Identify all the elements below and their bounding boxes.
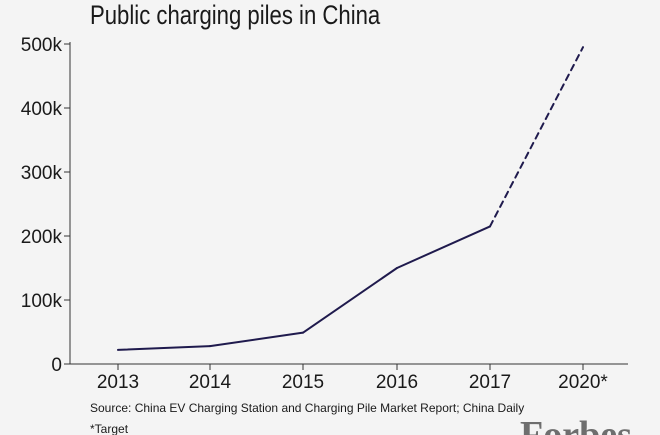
y-tick-label: 200k [21,227,63,248]
series-segment [302,267,398,334]
chart-title: Public charging piles in China [90,1,380,31]
series-segment [117,345,211,351]
x-tick-label: 2016 [376,372,418,393]
y-tick-label: 300k [21,163,63,184]
target-footnote: *Target [90,422,129,435]
series-segment-dashed [489,46,584,228]
y-tick-label: 500k [21,35,63,56]
series-segment [396,225,491,269]
y-axis: 0 100k 200k 300k 400k 500k [21,35,71,376]
x-tick-label: 2015 [282,372,324,393]
x-tick-label: 2014 [189,372,232,393]
plot-area [117,46,584,351]
x-tick-label: 2013 [97,372,139,393]
source-note: Source: China EV Charging Station and Ch… [90,401,524,415]
forbes-logo: Forbes [520,414,632,435]
x-tick-label: 2017 [469,372,511,393]
series-segment [209,331,304,348]
y-tick-label: 0 [51,355,62,376]
y-tick-label: 100k [21,291,63,312]
y-tick-label: 400k [21,99,63,120]
x-tick-label: 2020* [558,372,608,393]
x-axis: 2013 2014 2015 2016 2017 2020* [70,363,628,393]
